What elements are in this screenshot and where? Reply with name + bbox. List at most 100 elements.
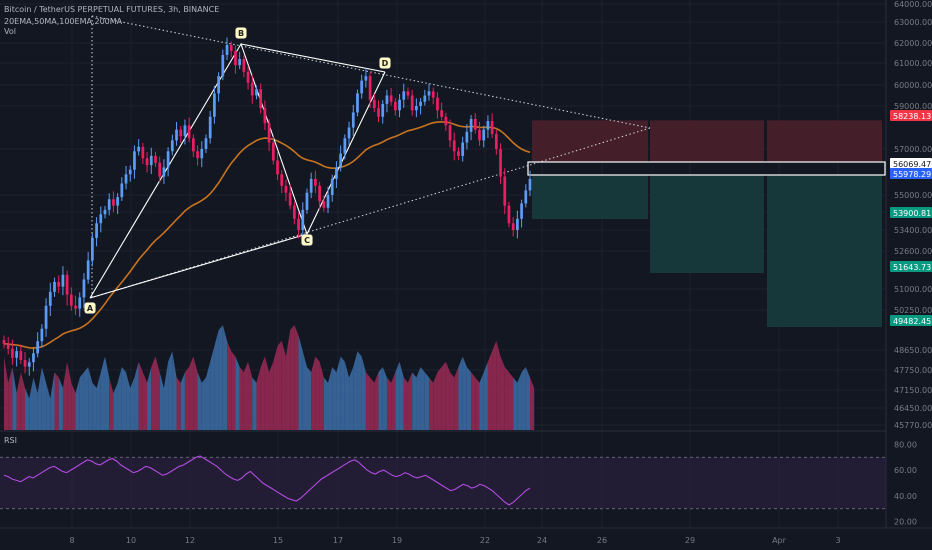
candle-body — [499, 149, 502, 177]
volume-pane — [4, 325, 535, 430]
rsi-pane: 80.00 60.00 40.00 20.00 — [0, 440, 917, 527]
volume-segment — [429, 377, 434, 430]
candle-body — [440, 110, 443, 117]
volume-segment — [151, 356, 156, 430]
candle-body — [335, 167, 338, 179]
price-label-bg — [890, 168, 932, 179]
candle-body — [208, 116, 212, 139]
volume-segment — [458, 356, 463, 430]
candle-body — [133, 151, 136, 170]
ema-line — [3, 121, 531, 349]
price-axis[interactable]: 64000.00 63000.00 62000.00 61000.00 60000.00… — [894, 0, 932, 430]
volume-segment — [96, 372, 101, 430]
take-profit-zone — [532, 175, 648, 219]
candle-body — [381, 103, 385, 117]
volume-segment — [193, 356, 198, 430]
candle-body — [372, 99, 376, 109]
candle-body — [389, 95, 393, 102]
volume-segment — [168, 351, 173, 430]
candle-body — [48, 291, 52, 306]
price-label-text: 53900.81 — [893, 209, 931, 218]
candle-body — [271, 142, 275, 161]
rsi-line — [3, 455, 531, 506]
volume-segment — [29, 377, 34, 430]
volume-segment — [12, 367, 17, 430]
candle-body — [225, 45, 229, 55]
rsi-tick-label: 20.00 — [894, 518, 917, 527]
volume-segment — [416, 367, 421, 430]
candle-body — [259, 89, 263, 109]
volume-segment — [483, 361, 488, 430]
volume-segment — [386, 377, 392, 430]
volume-segment — [205, 361, 211, 430]
candle-body — [482, 129, 486, 141]
price-label-text: 58238.13 — [893, 112, 931, 121]
stop-loss-zone — [650, 120, 764, 162]
candle-body — [326, 195, 330, 208]
candle-body — [431, 91, 435, 98]
volume-segment — [378, 367, 383, 430]
pattern-point-label: D — [382, 59, 389, 68]
candle-body — [2, 340, 6, 344]
candle-body — [213, 93, 216, 117]
volume-segment — [8, 367, 13, 430]
candle-body — [436, 97, 439, 111]
candle-body — [457, 151, 460, 156]
ac-leg — [89, 233, 308, 299]
candle-body — [158, 162, 162, 177]
volume-segment — [37, 367, 42, 430]
volume-segment — [424, 372, 430, 430]
candle-body — [44, 305, 48, 329]
volume-segment — [437, 367, 442, 430]
candle-body — [297, 218, 300, 230]
candle-body — [204, 138, 208, 149]
candle-body — [91, 237, 94, 261]
volume-legend[interactable]: Vol — [4, 27, 16, 36]
candle-body — [385, 95, 389, 104]
candle-body — [255, 89, 258, 96]
date-tick-label: Apr — [772, 536, 787, 545]
candle-body — [309, 178, 313, 193]
volume-segment — [500, 356, 505, 430]
price-label-text: 49482.45 — [893, 317, 931, 326]
volume-segment — [100, 356, 105, 430]
candle-body — [200, 149, 204, 159]
volume-segment — [399, 361, 404, 430]
volume-segment — [58, 377, 63, 430]
take-profit-zone — [650, 175, 764, 273]
volume-segment — [462, 356, 467, 430]
rsi-legend[interactable]: RSI — [4, 436, 17, 445]
candle-body — [36, 341, 40, 354]
volume-segment — [222, 325, 228, 430]
date-tick-label: 22 — [480, 536, 490, 545]
candle-body — [187, 125, 191, 139]
time-axis[interactable]: 8 10 12 15 17 19 22 24 26 29 Apr 3 — [69, 536, 840, 545]
volume-segment — [184, 367, 190, 430]
indicator-legend[interactable]: 20EMA,50MA,100EMA,200MA — [4, 17, 123, 26]
pattern-point-label: A — [87, 304, 94, 313]
price-tick-label: 61000.00 — [894, 59, 932, 68]
rsi-tick-label: 40.00 — [894, 492, 917, 501]
volume-segment — [121, 367, 127, 430]
candle-body — [490, 121, 494, 134]
volume-segment — [492, 340, 497, 430]
candle-body — [179, 129, 183, 137]
volume-segment — [306, 367, 312, 430]
candle-body — [314, 178, 317, 186]
volume-segment — [75, 377, 80, 430]
volume-segment — [214, 330, 219, 430]
volume-segment — [71, 382, 76, 430]
candle-body — [61, 274, 65, 287]
volume-segment — [79, 372, 84, 430]
volume-segment — [16, 372, 21, 430]
candle-body — [507, 205, 511, 224]
pattern-points[interactable]: A B C D — [84, 27, 391, 314]
date-tick-label: 29 — [685, 536, 695, 545]
candle-body — [469, 118, 473, 132]
candle-body — [288, 192, 292, 206]
candle-body — [99, 214, 103, 224]
volume-segment — [450, 372, 455, 430]
price-label-bg — [890, 261, 932, 272]
candle-body — [427, 91, 431, 96]
